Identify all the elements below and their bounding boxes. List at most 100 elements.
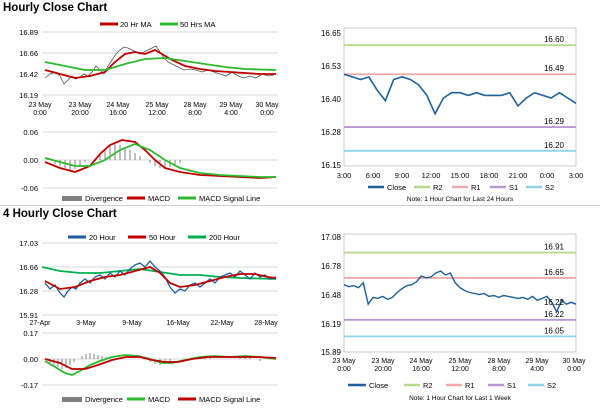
- x-tick-label: 24 May: [107, 102, 130, 109]
- ma50-line: [44, 57, 277, 71]
- y-tick-label: 16.19: [321, 320, 342, 329]
- legend: Divergence MACD MACD Signal Line: [62, 194, 260, 203]
- legend-ma20: 20 Hr MA: [120, 20, 152, 29]
- x-tick-label: 16:00: [412, 366, 430, 373]
- chart-note: Note: 1 Hour Chart for Last 24 Hours: [407, 196, 514, 203]
- legend-s1: S1: [507, 381, 516, 390]
- close-line: [343, 73, 577, 116]
- hourly-section-title: Hourly Close Chart: [3, 2, 108, 14]
- x-tick-label: 29 May: [220, 102, 243, 109]
- x-tick-label: 3-May: [76, 320, 96, 327]
- x-tick-label: 6:00: [366, 171, 381, 180]
- legend-swatch-divergence: [62, 196, 82, 201]
- y-tick-label: 16.28: [321, 128, 342, 137]
- legend-s2: S2: [547, 381, 556, 390]
- y-tick-label: 16.40: [321, 95, 342, 104]
- legend-macd: MACD: [148, 395, 171, 404]
- section-divider: [0, 205, 600, 206]
- legend-ma50: 50 Hrs MA: [180, 20, 215, 29]
- x-tick-label: 3:00: [337, 171, 352, 180]
- x-tick-label: 3:00: [569, 171, 584, 180]
- legend-20-hour: 20 Hour: [89, 233, 116, 242]
- x-tick-label: 28-May: [254, 320, 278, 327]
- y-tick-label: 0.17: [23, 329, 38, 338]
- macd-signal-line: [44, 143, 276, 178]
- y-tick-label: 16.53: [321, 62, 342, 71]
- macd-line: [44, 139, 277, 179]
- x-tick-label: 23 May: [69, 102, 92, 109]
- x-tick-label: 0:00: [337, 366, 351, 373]
- legend: Close R2 R1 S1 S2: [348, 381, 556, 390]
- four-hourly-price-chart: 20 Hour 50 Hour 200 Hour 17.03 16.66 16.…: [19, 233, 278, 327]
- y-tick-label: 17.08: [321, 233, 342, 242]
- y-tick-label: 16.15: [321, 161, 342, 170]
- plot-area: [343, 27, 577, 167]
- legend-close: Close: [387, 183, 406, 192]
- x-tick-label: 9-May: [122, 320, 142, 327]
- x-tick-label: 28 May: [488, 358, 511, 365]
- level-label-s1: 16.22: [544, 310, 565, 319]
- x-tick-label: 22-May: [210, 320, 234, 327]
- legend-r2: R2: [433, 183, 443, 192]
- level-label-s1: 16.29: [544, 117, 565, 126]
- hourly-price-chart: 20 Hr MA 50 Hrs MA 16.89 16.66 16.42 16.…: [19, 20, 279, 117]
- x-tick-label: 20:00: [71, 110, 89, 117]
- x-tick-label: 29 May: [526, 358, 549, 365]
- x-tick-label: 23 May: [372, 358, 395, 365]
- y-tick-label: -0.17: [21, 381, 38, 390]
- weekly-chart: 17.08 16.78 16.48 16.19 15.89 16.91 16.65…: [321, 233, 586, 402]
- x-tick-label: 12:00: [422, 171, 441, 180]
- price-bars: [44, 259, 277, 299]
- x-tick-label: 21:00: [509, 171, 528, 180]
- x-tick-label: 15:00: [451, 171, 470, 180]
- four-hourly-macd-chart: 0.17 0.00 -0.17 Divergence MACD MACD Sig…: [21, 329, 278, 404]
- y-tick-label: 16.78: [321, 262, 342, 271]
- hourly-macd-chart: 0.06 0.00 -0.06 Divergence MACD MACD Sig…: [21, 128, 278, 203]
- legend-200-hour: 200 Hour: [209, 233, 240, 242]
- legend-r1: R1: [471, 183, 481, 192]
- macd-signal-line: [44, 356, 277, 370]
- x-tick-label: 0:00: [540, 171, 555, 180]
- legend: 20 Hour 50 Hour 200 Hour: [68, 233, 240, 242]
- y-tick-label: 16.66: [19, 49, 38, 58]
- legend-r1: R1: [465, 381, 475, 390]
- x-tick-label: 9:00: [395, 171, 410, 180]
- plot-area: [343, 233, 577, 353]
- legend: Close R2 R1 S1 S2: [368, 183, 554, 192]
- x-tick-label: 0:00: [260, 110, 274, 117]
- x-tick-label: 0:00: [567, 366, 581, 373]
- level-label-r1: 16.65: [544, 268, 565, 277]
- x-tick-label: 20:00: [374, 366, 392, 373]
- y-tick-label: 0.00: [23, 156, 38, 165]
- legend-s2: S2: [545, 183, 554, 192]
- y-tick-label: 16.19: [19, 91, 38, 100]
- legend-50-hour: 50 Hour: [149, 233, 176, 242]
- x-tick-label: 4:00: [224, 110, 238, 117]
- x-tick-label: 8:00: [188, 110, 202, 117]
- y-tick-label: 15.91: [19, 311, 38, 320]
- level-label-s2: 16.20: [544, 141, 565, 150]
- y-tick-label: 16.28: [19, 287, 38, 296]
- x-tick-label: 25 May: [449, 358, 472, 365]
- chart-note: Note: 1 Hour Chart for Last 1 Week: [409, 395, 512, 402]
- legend: Divergence MACD MACD Signal Line: [62, 395, 260, 404]
- legend-divergence: Divergence: [85, 194, 123, 203]
- y-tick-label: 15.89: [321, 348, 342, 357]
- x-tick-label: 27-Apr: [29, 320, 51, 327]
- legend-r2: R2: [423, 381, 433, 390]
- legend-swatch-divergence: [62, 397, 82, 402]
- legend-signal: MACD Signal Line: [199, 395, 260, 404]
- y-tick-label: 16.66: [19, 263, 38, 272]
- x-tick-label: 30 May: [256, 102, 279, 109]
- close-price-label: 16.22: [544, 298, 565, 307]
- x-tick-label: 0:00: [33, 110, 47, 117]
- y-tick-label: 16.48: [321, 291, 342, 300]
- legend-close: Close: [369, 381, 388, 390]
- y-tick-label: 16.42: [19, 70, 38, 79]
- legend-macd: MACD: [148, 194, 171, 203]
- x-tick-label: 16-May: [166, 320, 190, 327]
- y-tick-label: 17.03: [19, 239, 38, 248]
- legend-divergence: Divergence: [85, 395, 123, 404]
- y-tick-label: 0.00: [23, 355, 38, 364]
- x-tick-label: 4:00: [530, 366, 544, 373]
